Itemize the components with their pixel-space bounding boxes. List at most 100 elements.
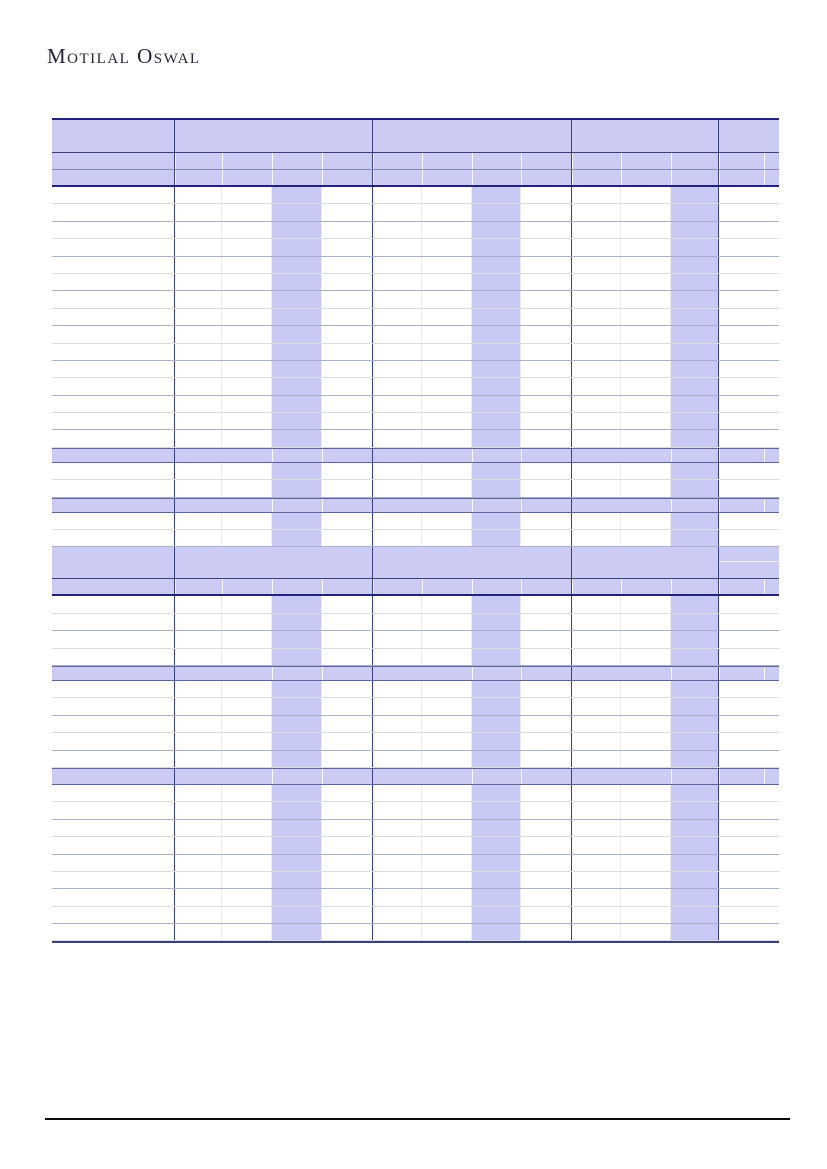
table-cell — [272, 221, 322, 239]
table-cell — [521, 680, 572, 698]
table-cell — [719, 716, 779, 732]
table-row — [52, 378, 779, 396]
table-cell — [222, 871, 272, 889]
table-cell — [175, 343, 222, 360]
table-cell — [422, 733, 472, 750]
table-cell — [322, 837, 373, 854]
table-cell — [272, 802, 322, 819]
table-cell — [322, 204, 373, 221]
table-cell — [719, 820, 779, 836]
table-cell — [671, 462, 719, 480]
header-last-cell — [719, 547, 779, 579]
table-cell — [572, 187, 621, 204]
subheader-cell — [322, 170, 373, 185]
table-cell — [175, 239, 222, 256]
table-cell — [472, 596, 521, 613]
table-cell — [572, 512, 621, 530]
table-cell — [472, 648, 521, 665]
table-cell — [373, 596, 422, 613]
section-header-row — [52, 665, 779, 681]
table-cell — [272, 430, 322, 447]
table-cell — [621, 648, 671, 665]
table-cell — [472, 480, 521, 497]
table-cell — [521, 596, 572, 613]
table-cell — [472, 854, 521, 871]
table-cell — [621, 480, 671, 497]
table-cell — [175, 273, 222, 291]
row-label-cell — [52, 750, 175, 767]
table-cell — [621, 784, 671, 802]
table-cell — [472, 343, 521, 360]
table-cell — [572, 530, 621, 547]
table-cell — [422, 596, 472, 613]
table-cell — [322, 273, 373, 291]
table-cell — [472, 802, 521, 819]
table-row — [52, 889, 779, 907]
table-cell — [322, 906, 373, 924]
table-cell — [671, 221, 719, 239]
table-cell — [521, 530, 572, 547]
table-cell — [422, 871, 472, 889]
header-group-cell — [572, 120, 719, 152]
table-cell — [719, 291, 779, 307]
table-cell — [373, 680, 422, 698]
table-cell — [671, 480, 719, 497]
row-label-cell — [52, 906, 175, 924]
section-header-cell — [472, 768, 521, 784]
section-header-cell — [175, 667, 222, 680]
table-cell — [521, 802, 572, 819]
table-cell — [521, 698, 572, 715]
table-cell — [272, 360, 322, 378]
row-label-cell — [52, 854, 175, 871]
table-cell — [521, 837, 572, 854]
table-cell — [472, 750, 521, 767]
table-cell — [272, 854, 322, 871]
table-cell — [521, 819, 572, 837]
table-cell — [472, 221, 521, 239]
row-label-cell — [52, 512, 175, 530]
section-header-cell — [521, 448, 572, 462]
table-cell — [621, 291, 671, 308]
table-cell — [671, 924, 719, 941]
table-cell — [719, 309, 779, 325]
table-cell — [719, 187, 779, 203]
table-cell — [272, 239, 322, 256]
table-cell — [572, 680, 621, 698]
table-cell — [175, 256, 222, 273]
section-header-cell — [472, 666, 521, 680]
table-cell — [572, 613, 621, 631]
table-cell — [175, 530, 222, 547]
table-cell — [671, 854, 719, 871]
table-cell — [222, 291, 272, 308]
table-subheader-row — [52, 170, 779, 187]
row-label-cell — [52, 291, 175, 308]
table-cell — [175, 462, 222, 480]
table-cell — [222, 326, 272, 343]
table-cell — [175, 512, 222, 530]
table-cell — [272, 512, 322, 530]
row-label-cell — [52, 308, 175, 326]
table-cell — [322, 698, 373, 715]
table-cell — [572, 802, 621, 819]
table-cell — [373, 854, 422, 871]
table-cell — [521, 326, 572, 343]
table-cell — [671, 733, 719, 750]
table-cell — [719, 463, 779, 479]
table-cell — [272, 256, 322, 273]
table-cell — [422, 680, 472, 698]
subheader-cell — [175, 170, 222, 185]
section-header-cell — [422, 667, 472, 680]
table-cell — [422, 187, 472, 204]
table-cell — [671, 395, 719, 413]
table-cell — [719, 649, 779, 665]
table-cell — [373, 819, 422, 837]
table-cell — [272, 613, 322, 631]
table-cell — [272, 308, 322, 326]
table-cell — [373, 784, 422, 802]
table-cell — [671, 837, 719, 854]
table-cell — [373, 512, 422, 530]
table-cell — [719, 204, 779, 220]
table-cell — [322, 187, 373, 204]
section-header-cell — [719, 666, 779, 680]
table-cell — [422, 889, 472, 906]
